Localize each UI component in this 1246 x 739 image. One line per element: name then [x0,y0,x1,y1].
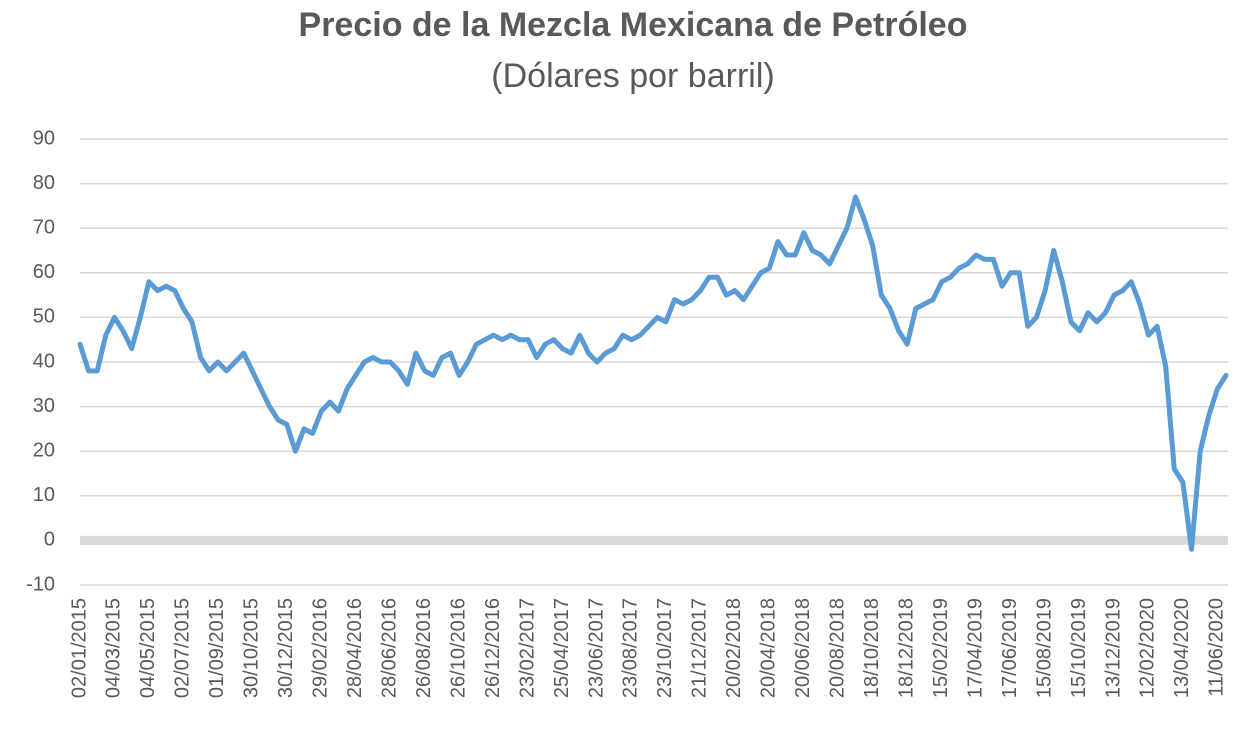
x-tick-label: 20/08/2018 [827,598,849,698]
chart-subtitle: (Dólares por barril) [491,57,774,95]
x-tick-label: 21/12/2017 [689,598,711,698]
x-tick-label: 04/03/2015 [103,598,125,698]
y-tick-label: 70 [33,216,55,238]
x-tick-label: 29/02/2016 [310,598,332,698]
price-line [77,194,1229,552]
x-tick-label: 26/12/2016 [482,598,504,698]
x-tick-label: 12/02/2020 [1137,598,1159,698]
x-tick-label: 15/08/2019 [1033,598,1055,698]
x-tick-label: 15/10/2019 [1068,598,1090,698]
x-tick-label: 17/06/2019 [999,598,1021,698]
x-tick-label: 28/04/2016 [344,598,366,698]
x-tick-label: 26/08/2016 [413,598,435,698]
x-tick-label: 02/07/2015 [172,598,194,698]
x-tick-label: 13/12/2019 [1102,598,1124,698]
x-tick-label: 18/12/2018 [895,598,917,698]
y-tick-label: 90 [33,127,55,149]
y-tick-label: 80 [33,172,55,194]
x-tick-label: 04/05/2015 [137,598,159,698]
x-tick-label: 26/10/2016 [447,598,469,698]
x-tick-label: 18/10/2018 [861,598,883,698]
y-tick-label: 50 [33,306,55,328]
x-tick-label: 30/10/2015 [241,598,263,698]
x-tick-label: 28/06/2016 [378,598,400,698]
y-tick-label: 30 [33,395,55,417]
chart-title: Precio de la Mezcla Mexicana de Petróleo [299,6,968,44]
x-tick-label: 23/02/2017 [516,598,538,698]
x-tick-label: 25/04/2017 [551,598,573,698]
x-tick-label: 20/04/2018 [758,598,780,698]
x-tick-label: 02/01/2015 [68,598,90,698]
y-tick-label: -10 [26,573,55,595]
x-tick-label: 13/04/2020 [1171,598,1193,698]
y-tick-label: 20 [33,439,55,461]
x-tick-label: 20/06/2018 [792,598,814,698]
y-tick-label: 40 [33,350,55,372]
x-tick-label: 01/09/2015 [206,598,228,698]
x-tick-label: 23/10/2017 [654,598,676,698]
x-tick-label: 23/08/2017 [620,598,642,698]
x-tick-label: 17/04/2019 [964,598,986,698]
y-tick-label: 0 [44,529,55,551]
x-tick-label: 20/02/2018 [723,598,745,698]
x-tick-label: 30/12/2015 [275,598,297,698]
x-tick-label: 15/02/2019 [930,598,952,698]
x-tick-label: 11/06/2020 [1206,598,1228,697]
y-tick-label: 10 [33,484,55,506]
x-tick-label: 23/06/2017 [585,598,607,698]
y-tick-label: 60 [33,261,55,283]
